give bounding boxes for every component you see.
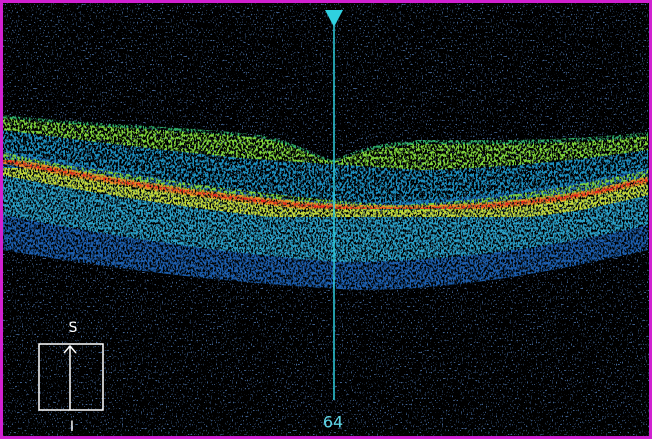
rpe-band: [1, 156, 650, 224]
orientation-bottom: I: [70, 419, 74, 435]
scan-marker: [325, 10, 343, 27]
scan-label: 64: [323, 413, 343, 432]
orientation-indicator: S I: [38, 320, 104, 435]
orientation-arrow-head: [63, 344, 77, 354]
orientation-box: [38, 343, 104, 411]
orientation-top: S: [69, 320, 78, 336]
